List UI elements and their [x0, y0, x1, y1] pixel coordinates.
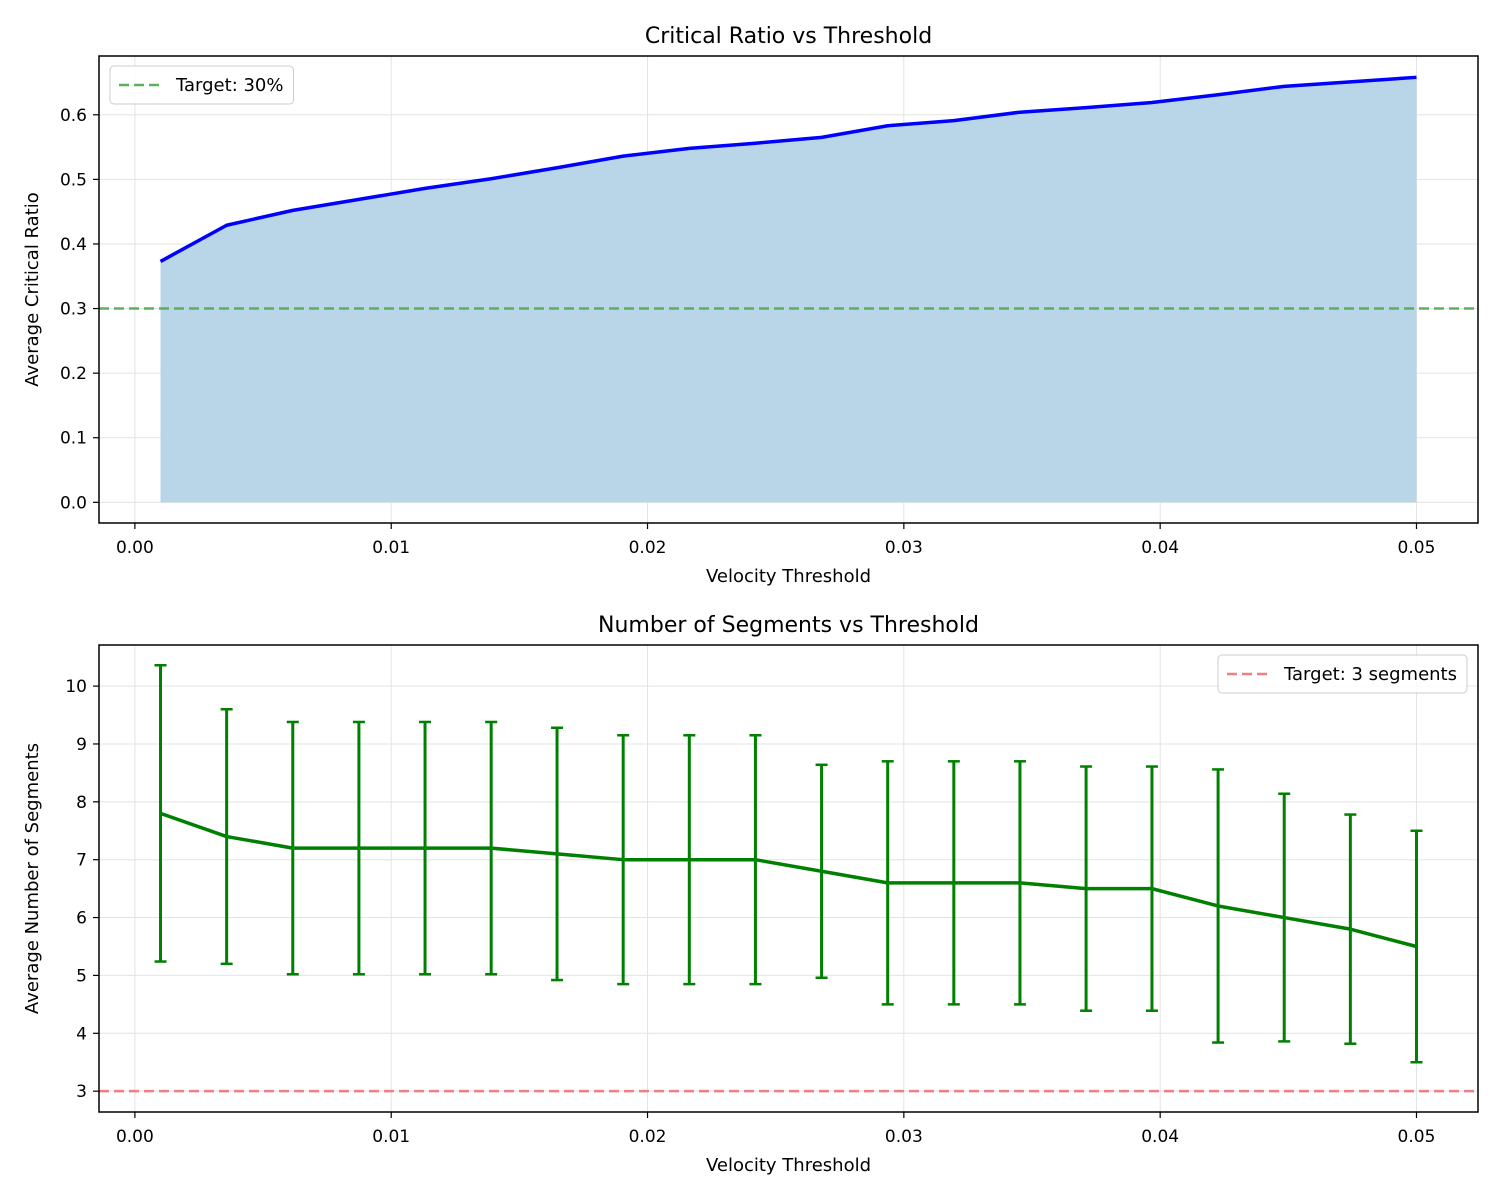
y-axis-ticks: 0.0 0.1 0.2 0.3 0.4 0.5 0.6	[60, 106, 99, 513]
x-tick-label: 0.05	[1398, 538, 1436, 558]
y-tick-label: 9	[76, 735, 87, 755]
legend: Target: 3 segments	[1217, 654, 1468, 694]
legend-label: Target: 3 segments	[1283, 664, 1457, 685]
data-points	[160, 813, 1417, 947]
y-tick-label: 0.2	[60, 364, 87, 384]
y-tick-label: 5	[76, 966, 87, 986]
legend-box	[1217, 654, 1468, 694]
y-axis-ticks: 3 4 5 6 7 8 9 10	[65, 677, 99, 1102]
data-points	[160, 77, 1417, 262]
y-tick-label: 8	[76, 793, 87, 813]
x-tick-label: 0.03	[885, 538, 923, 558]
plot-area	[99, 664, 1478, 1093]
data-line	[159, 75, 1417, 263]
chart-title: Number of Segments vs Threshold	[598, 613, 979, 638]
y-tick-label: 0.1	[60, 429, 87, 449]
area-fill	[160, 77, 1417, 503]
y-axis-label: Average Number of Segments	[22, 743, 43, 1014]
axes-frame	[98, 55, 1479, 524]
y-tick-label: 6	[76, 909, 87, 929]
legend-box	[109, 65, 294, 105]
x-tick-label: 0.01	[372, 538, 410, 558]
y-tick-label: 0.5	[60, 170, 87, 190]
y-tick-label: 0.3	[60, 300, 87, 320]
x-tick-label: 0.02	[629, 1127, 667, 1147]
y-axis-label: Average Critical Ratio	[22, 192, 43, 387]
grid	[99, 645, 1478, 1112]
x-tick-label: 0.00	[116, 1127, 154, 1147]
x-tick-label: 0.04	[1141, 1127, 1179, 1147]
y-tick-label: 0.0	[60, 493, 87, 513]
y-tick-label: 3	[76, 1082, 87, 1102]
y-tick-label: 10	[65, 677, 87, 697]
y-tick-label: 0.4	[60, 235, 87, 255]
x-axis-label: Velocity Threshold	[706, 1155, 871, 1176]
x-tick-label: 0.04	[1141, 538, 1179, 558]
x-tick-label: 0.00	[116, 538, 154, 558]
y-tick-label: 4	[76, 1024, 87, 1044]
x-axis-ticks: 0.00 0.01 0.02 0.03 0.04 0.05	[116, 1112, 1435, 1147]
x-tick-label: 0.01	[372, 1127, 410, 1147]
legend-label: Target: 30%	[175, 75, 283, 96]
x-tick-label: 0.03	[885, 1127, 923, 1147]
y-tick-label: 7	[76, 851, 87, 871]
x-axis-ticks: 0.00 0.01 0.02 0.03 0.04 0.05	[116, 523, 1435, 558]
chart-title: Critical Ratio vs Threshold	[645, 24, 932, 49]
y-tick-label: 0.6	[60, 106, 87, 126]
critical-ratio-chart: 0.00 0.01 0.02 0.03 0.04 0.050.00.10.20.30.40…	[22, 24, 1479, 587]
x-tick-label: 0.05	[1398, 1127, 1436, 1147]
x-axis-label: Velocity Threshold	[706, 566, 871, 587]
x-tick-label: 0.02	[629, 538, 667, 558]
segments-chart: 0.00 0.01 0.02 0.03 0.04 0.05 3 4 5 6 7 8 9 10 Number …	[22, 613, 1479, 1176]
plot-area	[99, 75, 1478, 503]
legend: Target: 30%	[109, 65, 294, 105]
axes-frame	[98, 644, 1479, 1113]
data-line	[159, 811, 1417, 949]
